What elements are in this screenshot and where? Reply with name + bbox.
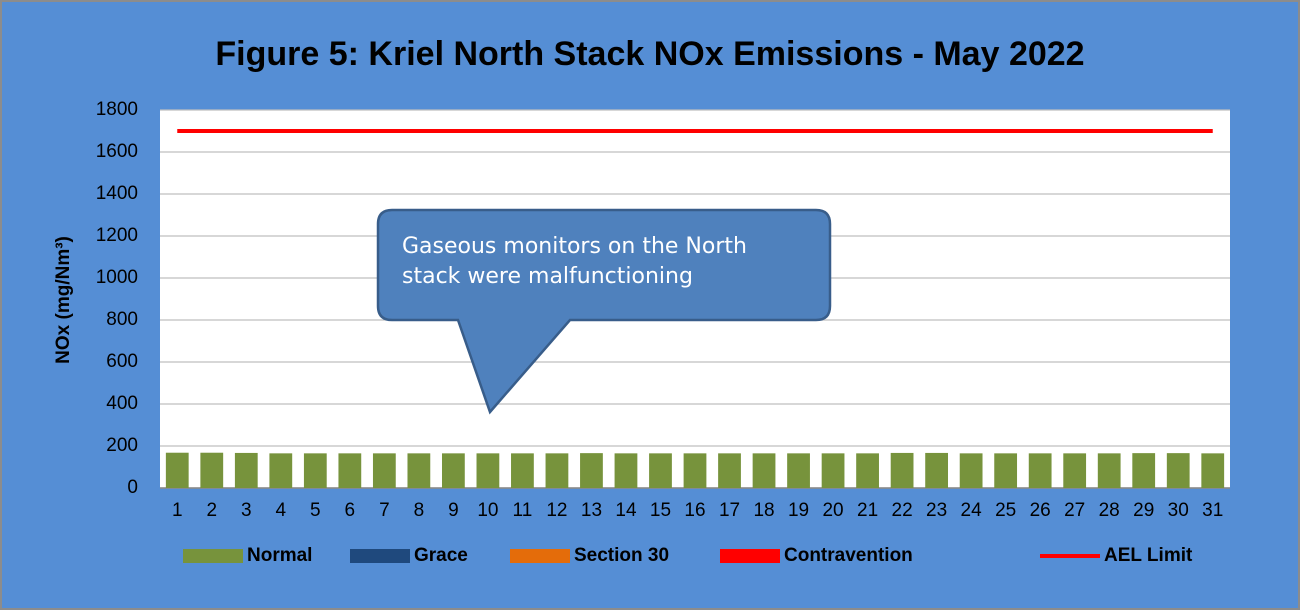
x-tick-label: 5 [310, 500, 321, 521]
x-tick-label: 15 [650, 500, 671, 521]
x-tick-label: 16 [684, 500, 705, 521]
annotation: Gaseous monitors on the North stack were… [402, 234, 747, 289]
x-tick-label: 9 [448, 500, 459, 521]
x-tick-label: 31 [1202, 500, 1223, 521]
bar [165, 452, 189, 488]
bar [1063, 453, 1087, 488]
x-tick-label: 26 [1030, 500, 1051, 521]
x-tick-label: 1 [172, 500, 183, 521]
bar [372, 453, 396, 488]
bar [1028, 453, 1052, 488]
legend-swatch [720, 549, 780, 563]
x-tick-label: 8 [414, 500, 425, 521]
x-tick-label: 20 [822, 500, 843, 521]
x-tick-label: 11 [513, 500, 533, 521]
legend-label: Grace [414, 545, 468, 566]
y-tick-label: 600 [106, 351, 138, 372]
y-tick-label: 200 [106, 435, 138, 456]
bar [718, 453, 741, 488]
y-tick-label: 1600 [96, 141, 138, 162]
x-tick-label: 30 [1168, 500, 1189, 521]
bar [925, 452, 949, 488]
legend-label: Section 30 [574, 545, 669, 566]
bar [1201, 453, 1225, 488]
legend-swatch [183, 549, 243, 563]
x-tick-label: 22 [892, 500, 913, 521]
y-tick-label: 800 [106, 309, 138, 330]
bar [856, 453, 879, 488]
y-tick-label: 400 [106, 393, 138, 414]
chart-title: Figure 5: Kriel North Stack NOx Emission… [215, 35, 1084, 73]
bar [994, 453, 1018, 488]
bar [787, 453, 810, 488]
callout-shape [376, 208, 832, 415]
x-tick-label: 2 [206, 500, 217, 521]
bar [580, 453, 603, 488]
bar [476, 453, 500, 488]
legend-swatch [510, 549, 570, 563]
y-tick-label: 0 [127, 477, 138, 498]
bar [959, 453, 983, 488]
x-tick-label: 4 [276, 500, 287, 521]
x-tick-label: 14 [615, 500, 637, 521]
x-tick-label: 27 [1064, 500, 1085, 521]
x-tick-label: 25 [995, 500, 1016, 521]
x-tick-label: 3 [241, 500, 252, 521]
legend-label: Normal [247, 545, 312, 566]
bar [545, 453, 569, 488]
bar [511, 453, 534, 488]
bar [234, 452, 258, 488]
bar [1132, 453, 1156, 488]
legend-label: Contravention [784, 545, 913, 566]
bar [200, 452, 224, 488]
x-tick-label: 23 [926, 500, 947, 521]
x-tick-label: 24 [961, 500, 983, 521]
x-tick-label: 6 [345, 500, 356, 521]
bar [338, 453, 362, 488]
x-tick-label: 19 [788, 500, 809, 521]
bar [303, 453, 327, 488]
bar [1097, 453, 1121, 488]
x-tick-label: 13 [581, 500, 602, 521]
bar [407, 453, 431, 488]
bar [821, 453, 845, 488]
x-tick-label: 29 [1133, 500, 1154, 521]
bar [683, 453, 707, 488]
bar [1166, 453, 1190, 488]
bar [752, 453, 776, 488]
y-axis-label: NOx (mg/Nm³) [53, 236, 74, 364]
x-tick-label: 10 [477, 500, 498, 521]
bar [269, 453, 293, 488]
legend-swatch [350, 549, 410, 563]
y-tick-label: 1400 [96, 183, 138, 204]
y-tick-label: 1800 [96, 99, 138, 120]
x-tick-label: 28 [1099, 500, 1120, 521]
x-tick-label: 21 [857, 500, 878, 521]
x-tick-label: 12 [546, 500, 567, 521]
bar [649, 453, 672, 488]
bar [890, 452, 914, 488]
legend-label: AEL Limit [1104, 545, 1193, 566]
y-tick-label: 1000 [96, 267, 138, 288]
x-tick-label: 17 [719, 500, 740, 521]
bar [441, 453, 465, 488]
x-tick-label: 7 [379, 500, 390, 521]
bar [614, 453, 638, 488]
y-tick-label: 1200 [96, 225, 138, 246]
x-tick-label: 18 [753, 500, 774, 521]
